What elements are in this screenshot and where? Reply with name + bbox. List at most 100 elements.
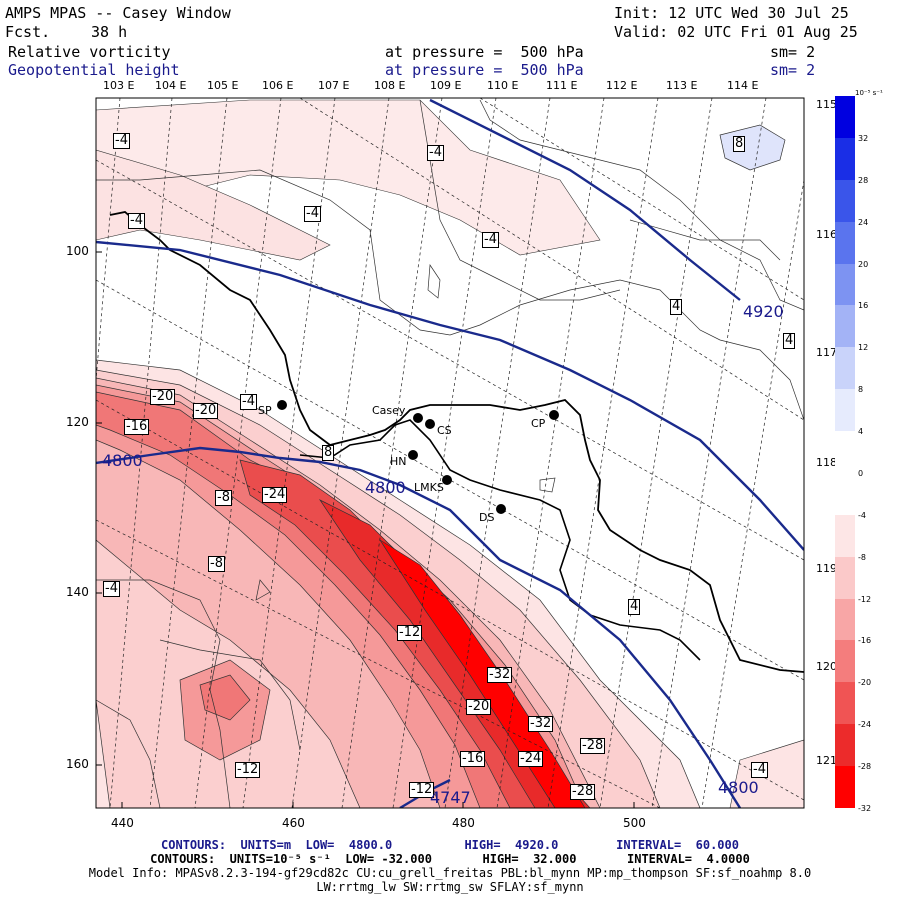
contour-label: -20 (150, 389, 176, 405)
contour-label: -28 (580, 738, 606, 754)
contour-label: 8 (322, 445, 335, 461)
lon-label-top: 108 E (374, 79, 406, 92)
station-ds[interactable] (496, 504, 506, 514)
contour-label: -4 (751, 762, 768, 778)
station-hn[interactable] (408, 450, 418, 460)
station-lmks[interactable] (442, 475, 452, 485)
station-label-lmks: LMKS (414, 481, 444, 494)
lon-label-top: 107 E (318, 79, 350, 92)
contour-label: -12 (235, 762, 261, 778)
coastline (109, 211, 804, 673)
contour-label: 4 (783, 333, 796, 349)
fcst-value: 38 h (91, 23, 128, 41)
contour-label: -16 (460, 751, 486, 767)
valid-time: Valid: 02 UTC Fri 01 Aug 25 (614, 23, 858, 41)
lon-label-top: 109 E (430, 79, 462, 92)
station-label-cp: CP (531, 417, 546, 430)
map-frame (95, 97, 805, 809)
y-axis-label: 100 (66, 244, 89, 258)
station-label-cs: CS (437, 424, 452, 437)
contour-label: -32 (487, 667, 513, 683)
colorbar-tick-label: 16 (858, 301, 869, 311)
colorbar-tick-label: -24 (858, 720, 872, 730)
footer-height-contours: CONTOURS: UNITS=m LOW= 4800.0 HIGH= 4920… (161, 838, 739, 852)
x-axis-label: 480 (452, 816, 475, 830)
height-contour-4860-north (96, 240, 804, 551)
station-label-sp: SP (258, 404, 272, 417)
station-sp[interactable] (277, 400, 287, 410)
height-contours (96, 98, 804, 808)
station-cs[interactable] (425, 419, 435, 429)
contour-label: 8 (733, 136, 746, 152)
colorbar-swatch (835, 682, 855, 725)
colorbar-swatch (835, 305, 855, 348)
colorbar-tick-label: 12 (858, 343, 869, 353)
colorbar-unit: 10⁻⁵ s⁻¹ (855, 89, 883, 97)
colorbar-swatch (835, 640, 855, 683)
contour-label: -4 (240, 394, 257, 410)
contour-label: -24 (518, 751, 544, 767)
contour-label: -12 (409, 782, 435, 798)
contour-label: -4 (427, 145, 444, 161)
y-axis-label: 120 (66, 415, 89, 429)
colorbar-swatch (835, 96, 855, 139)
colorbar-tick-label: 8 (858, 385, 864, 395)
station-label-casey: Casey (372, 404, 406, 417)
contour-label: -24 (262, 487, 288, 503)
footer-physics: LW:rrtmg_lw SW:rrtmg_sw SFLAY:sf_mynn (316, 880, 584, 894)
contour-label: 4 (670, 299, 683, 315)
station-label-ds: DS (479, 511, 495, 524)
title: AMPS MPAS -- Casey Window (5, 4, 231, 22)
colorbar-swatch (835, 598, 855, 641)
colorbar-swatch (835, 724, 855, 767)
vorticity-fill-neg4-nw (96, 149, 331, 261)
lon-label-top: 110 E (487, 79, 519, 92)
axis-ticks (96, 251, 635, 808)
colorbar-tick-label: 32 (858, 133, 869, 143)
footer-model-info: Model Info: MPASv8.2.3-194-gf29cd82c CU:… (88, 866, 812, 880)
contour-label: -16 (124, 419, 150, 435)
colorbar-swatch (835, 221, 855, 265)
colorbar-tick-label: 28 (858, 175, 869, 185)
x-axis-label: 460 (282, 816, 305, 830)
contour-label: -8 (208, 556, 225, 572)
colorbar-swatch (835, 472, 855, 516)
colorbar-swatch (835, 514, 855, 558)
station-cp[interactable] (549, 410, 559, 420)
contour-label: -4 (304, 206, 321, 222)
x-axis-label: 440 (111, 816, 134, 830)
colorbar-tick-label: -20 (858, 678, 872, 688)
contour-label: -32 (528, 716, 554, 732)
colorbar-tick-label: -28 (858, 762, 872, 772)
colorbar-tick-label: 24 (858, 217, 869, 227)
height-label: 4800 (102, 451, 143, 470)
height-label: 4800 (718, 778, 759, 797)
colorbar-tick-label: -12 (858, 594, 872, 604)
lon-label-top: 105 E (207, 79, 239, 92)
contour-label: -4 (482, 232, 499, 248)
height-label: 4920 (743, 302, 784, 321)
contour-label: -20 (193, 403, 219, 419)
contour-label: -4 (128, 213, 145, 229)
colorbar-tick-label: 0 (858, 468, 864, 478)
colorbar-tick-label: -4 (858, 510, 866, 520)
colorbar-swatch (835, 263, 855, 306)
field2-level: at pressure = 500 hPa (385, 61, 584, 79)
station-markers (277, 400, 559, 514)
lon-label-top: 113 E (666, 79, 698, 92)
footer-vort-contours: CONTOURS: UNITS=10⁻⁵ s⁻¹ LOW= -32.000 HI… (150, 852, 750, 866)
colorbar-swatch (835, 389, 855, 432)
colorbar-swatch (835, 137, 855, 181)
colorbar-swatch (835, 556, 855, 600)
colorbar (835, 96, 855, 809)
contour-label: -4 (113, 133, 130, 149)
contour-label: -4 (103, 581, 120, 597)
colorbar-swatch (835, 347, 855, 390)
height-label: 4800 (365, 478, 406, 497)
field2-name: Geopotential height (8, 61, 180, 79)
colorbar-tick-label: -32 (858, 804, 872, 813)
station-casey[interactable] (413, 413, 423, 423)
vorticity-blob-sw-inner (199, 674, 251, 721)
colorbar-tick-label: -8 (858, 552, 866, 562)
field1-sm: sm= 2 (770, 43, 816, 61)
